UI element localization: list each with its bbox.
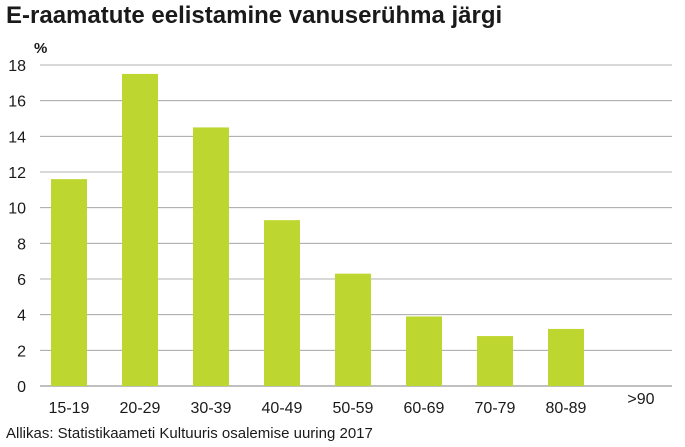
x-tick-labels: 15-19 20-29 30-39 40-49 50-59 60-69 70-79 80-89… <box>49 391 655 417</box>
y-tick-label: 18 <box>8 58 26 75</box>
y-tick-label: 10 <box>8 201 26 218</box>
x-tick-label: 40-49 <box>262 400 303 417</box>
y-tick-label: 4 <box>17 308 26 325</box>
y-tick-labels: 0 2 4 6 8 10 12 14 16 18 <box>8 58 26 396</box>
source-note: Allikas: Statistikaameti Kultuuris osale… <box>6 425 373 442</box>
x-tick-label: 50-59 <box>333 400 374 417</box>
bar-60-69 <box>406 316 442 386</box>
x-tick-label: 60-69 <box>404 400 445 417</box>
chart-title: E-raamatute eelistamine vanuserühma järg… <box>6 2 503 29</box>
y-tick-label: 16 <box>8 94 26 111</box>
y-tick-label: 6 <box>17 272 26 289</box>
x-tick-label: 80-89 <box>546 400 587 417</box>
bars <box>51 73 584 387</box>
x-tick-label: 70-79 <box>475 400 516 417</box>
x-tick-label: 20-29 <box>120 400 161 417</box>
bar-50-59 <box>335 273 371 386</box>
y-tick-label: 2 <box>17 343 26 360</box>
x-tick-label: 15-19 <box>49 400 90 417</box>
x-tick-label: >90 <box>627 391 654 408</box>
x-tick-label: 30-39 <box>191 400 232 417</box>
bar-20-29 <box>122 73 158 387</box>
y-tick-label: 12 <box>8 165 26 182</box>
y-tick-label: 0 <box>17 379 26 396</box>
bar-30-39 <box>193 127 229 387</box>
y-tick-label: 8 <box>17 236 26 253</box>
bar-80-89 <box>548 328 584 386</box>
y-tick-label: 14 <box>8 129 26 146</box>
bar-40-49 <box>264 220 300 386</box>
bar-15-19 <box>51 179 87 386</box>
bar-70-79 <box>477 336 513 386</box>
y-axis-unit: % <box>34 40 47 57</box>
